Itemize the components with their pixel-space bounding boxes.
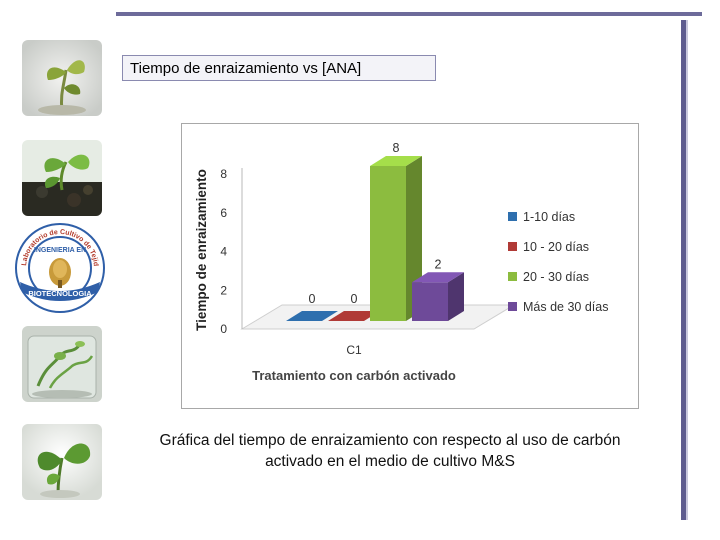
x-tick-label: C1 <box>346 343 362 357</box>
slide-title-box: Tiempo de enraizamiento vs [ANA] <box>122 55 436 81</box>
chart-caption: Gráfica del tiempo de enraizamiento con … <box>159 432 621 470</box>
legend-entry: 1-10 días <box>523 210 575 224</box>
bar-flat <box>328 311 380 321</box>
side-rule-shadow <box>686 20 688 520</box>
bar-front <box>412 282 448 321</box>
logo-banner: BIOTECNOLOGIA <box>28 289 92 298</box>
legend-swatch <box>508 302 517 311</box>
y-tick-label: 8 <box>220 167 227 181</box>
bar-4: 2 <box>412 257 464 321</box>
legend-entry: Más de 30 días <box>523 300 608 314</box>
bar-chart: Tiempo de enraizamiento Tratamiento con … <box>194 141 608 383</box>
logo-center-label: INGENIERIA EN <box>34 247 86 254</box>
legend-entry: 20 - 30 días <box>523 270 589 284</box>
bar-3: 8 <box>370 141 422 321</box>
legend-swatch <box>508 272 517 281</box>
chart-frame: Tiempo de enraizamiento Tratamiento con … <box>181 123 639 409</box>
bar-1: 0 <box>286 292 338 321</box>
y-tick-label: 6 <box>220 206 227 220</box>
bar-data-label: 0 <box>309 292 316 306</box>
bar-data-label: 2 <box>435 257 442 271</box>
y-tick-label: 2 <box>220 283 227 297</box>
y-tick-label: 4 <box>220 245 227 259</box>
y-tick-label: 0 <box>220 322 227 336</box>
bar-data-label: 0 <box>351 292 358 306</box>
plant-photo-icon <box>22 140 102 216</box>
slide-title: Tiempo de enraizamiento vs [ANA] <box>130 60 362 77</box>
x-axis-title: Tratamiento con carbón activado <box>252 368 456 383</box>
y-axis-title: Tiempo de enraizamiento <box>194 169 209 331</box>
bar-2: 0 <box>328 292 380 321</box>
legend-swatch <box>508 212 517 221</box>
bar-side <box>448 272 464 321</box>
bar-front <box>370 166 406 321</box>
plant-photo-icon <box>22 326 102 402</box>
bar-flat <box>286 311 338 321</box>
side-rule <box>681 20 686 520</box>
bar-top <box>412 272 464 283</box>
bar-data-label: 8 <box>393 141 400 155</box>
top-rule <box>116 12 702 16</box>
legend-entry: 10 - 20 días <box>523 240 589 254</box>
bar-top <box>370 156 422 166</box>
plant-photo-icon <box>22 424 102 500</box>
plant-photo-icon <box>22 40 102 116</box>
seal-logo-icon: Laboratorio de Cultivo de Tejidos INGENI… <box>14 222 106 314</box>
legend-swatch <box>508 242 517 251</box>
